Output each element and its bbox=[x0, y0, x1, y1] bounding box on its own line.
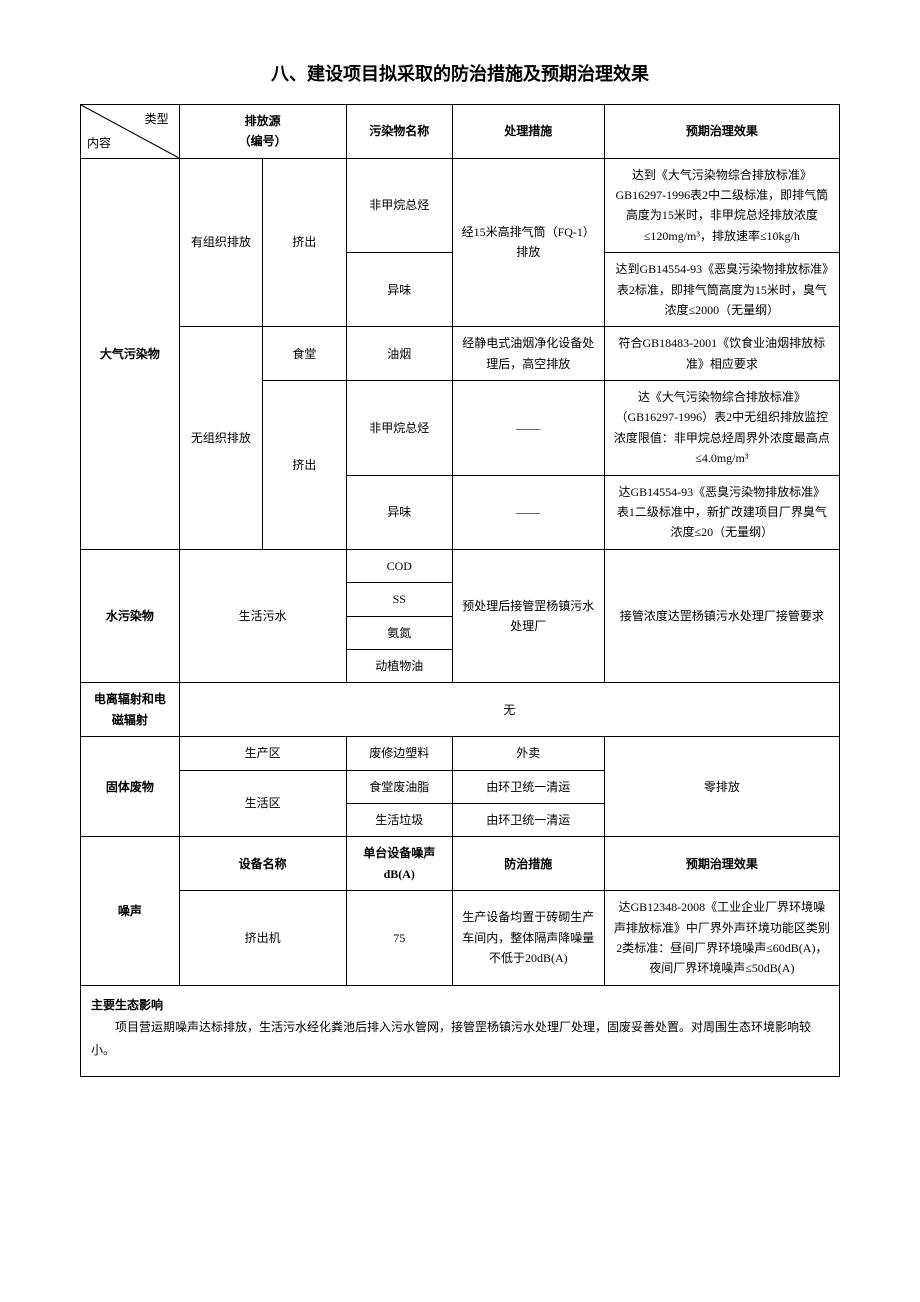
diag-top-label: 类型 bbox=[145, 109, 169, 129]
water-effect: 接管浓度达罡杨镇污水处理厂接管要求 bbox=[604, 549, 839, 683]
air-unorg-p2: 异味 bbox=[346, 475, 452, 549]
solid-s2: 生活区 bbox=[179, 770, 346, 837]
noise-device: 挤出机 bbox=[179, 891, 346, 986]
header-measure: 处理措施 bbox=[452, 104, 604, 158]
radiation-value: 无 bbox=[179, 683, 839, 737]
water-source: 生活污水 bbox=[179, 549, 346, 683]
air-unorg-e1: 达《大气污染物综合排放标准》（GB16297-1996）表2中无组织排放监控浓度… bbox=[604, 381, 839, 476]
diag-bottom-label: 内容 bbox=[87, 133, 111, 153]
diagonal-header: 类型 内容 bbox=[81, 104, 180, 158]
page-title: 八、建设项目拟采取的防治措施及预期治理效果 bbox=[80, 60, 840, 89]
solid-p3: 生活垃圾 bbox=[346, 803, 452, 836]
solid-m3: 由环卫统一清运 bbox=[452, 803, 604, 836]
noise-measure: 生产设备均置于砖砌生产车间内，整体隔声降噪量不低于20dB(A) bbox=[452, 891, 604, 986]
solid-label: 固体废物 bbox=[81, 737, 180, 837]
header-row: 类型 内容 排放源（编号） 污染物名称 处理措施 预期治理效果 bbox=[81, 104, 840, 158]
air-unorg-p1: 非甲烷总烃 bbox=[346, 381, 452, 476]
header-effect: 预期治理效果 bbox=[604, 104, 839, 158]
water-measure: 预处理后接管罡杨镇污水处理厂 bbox=[452, 549, 604, 683]
footer-title: 主要生态影响 bbox=[91, 994, 829, 1017]
solid-row-1: 固体废物 生产区 废修边塑料 外卖 零排放 bbox=[81, 737, 840, 770]
solid-p1: 废修边塑料 bbox=[346, 737, 452, 770]
noise-header-row: 噪声 设备名称 单台设备噪声dB(A) 防治措施 预期治理效果 bbox=[81, 837, 840, 891]
solid-m1: 外卖 bbox=[452, 737, 604, 770]
water-p2: SS bbox=[346, 583, 452, 616]
noise-data-row: 挤出机 75 生产设备均置于砖砌生产车间内，整体隔声降噪量不低于20dB(A) … bbox=[81, 891, 840, 986]
air-canteen-m: 经静电式油烟净化设备处理后，高空排放 bbox=[452, 327, 604, 381]
water-p3: 氨氮 bbox=[346, 616, 452, 649]
air-org-measure: 经15米高排气筒（FQ-1）排放 bbox=[452, 158, 604, 327]
air-canteen-label: 食堂 bbox=[263, 327, 346, 381]
water-p1: COD bbox=[346, 549, 452, 582]
radiation-row: 电离辐射和电磁辐射 无 bbox=[81, 683, 840, 737]
water-p4: 动植物油 bbox=[346, 650, 452, 683]
air-org-e1: 达到《大气污染物综合排放标准》GB16297-1996表2中二级标准，即排气筒高… bbox=[604, 158, 839, 253]
air-org-sub: 挤出 bbox=[263, 158, 346, 327]
air-row-canteen: 无组织排放 食堂 油烟 经静电式油烟净化设备处理后，高空排放 符合GB18483… bbox=[81, 327, 840, 381]
footer-text: 项目营运期噪声达标排放，生活污水经化粪池后排入污水管网，接管罡杨镇污水处理厂处理… bbox=[91, 1016, 829, 1062]
solid-p2: 食堂废油脂 bbox=[346, 770, 452, 803]
air-row-1: 大气污染物 有组织排放 挤出 非甲烷总烃 经15米高排气筒（FQ-1）排放 达到… bbox=[81, 158, 840, 253]
noise-label: 噪声 bbox=[81, 837, 180, 985]
noise-h-device: 设备名称 bbox=[179, 837, 346, 891]
air-unorg-sub: 挤出 bbox=[263, 381, 346, 550]
air-org-label: 有组织排放 bbox=[179, 158, 262, 327]
noise-h-effect: 预期治理效果 bbox=[604, 837, 839, 891]
air-unorg-e2: 达GB14554-93《恶臭污染物排放标准》表1二级标准中，新扩改建项目厂界臭气… bbox=[604, 475, 839, 549]
solid-effect: 零排放 bbox=[604, 737, 839, 837]
footer-section: 主要生态影响 项目营运期噪声达标排放，生活污水经化粪池后排入污水管网，接管罡杨镇… bbox=[80, 986, 840, 1077]
noise-h-db: 单台设备噪声dB(A) bbox=[346, 837, 452, 891]
radiation-label: 电离辐射和电磁辐射 bbox=[81, 683, 180, 737]
air-unorg-m1: —— bbox=[452, 381, 604, 476]
solid-s1: 生产区 bbox=[179, 737, 346, 770]
air-org-p2: 异味 bbox=[346, 253, 452, 327]
air-canteen-e: 符合GB18483-2001《饮食业油烟排放标准》相应要求 bbox=[604, 327, 839, 381]
header-pollutant: 污染物名称 bbox=[346, 104, 452, 158]
noise-db: 75 bbox=[346, 891, 452, 986]
air-unorg-m2: —— bbox=[452, 475, 604, 549]
noise-effect: 达GB12348-2008《工业企业厂界环境噪声排放标准》中厂界外声环境功能区类… bbox=[604, 891, 839, 986]
header-source: 排放源（编号） bbox=[179, 104, 346, 158]
air-org-p1: 非甲烷总烃 bbox=[346, 158, 452, 253]
air-org-e2: 达到GB14554-93《恶臭污染物排放标准》表2标准，即排气筒高度为15米时，… bbox=[604, 253, 839, 327]
air-unorg-label: 无组织排放 bbox=[179, 327, 262, 550]
main-table: 类型 内容 排放源（编号） 污染物名称 处理措施 预期治理效果 大气污染物 有组… bbox=[80, 104, 840, 986]
air-canteen-p: 油烟 bbox=[346, 327, 452, 381]
noise-h-measure: 防治措施 bbox=[452, 837, 604, 891]
water-row-1: 水污染物 生活污水 COD 预处理后接管罡杨镇污水处理厂 接管浓度达罡杨镇污水处… bbox=[81, 549, 840, 582]
water-label: 水污染物 bbox=[81, 549, 180, 683]
air-label: 大气污染物 bbox=[81, 158, 180, 549]
solid-m2: 由环卫统一清运 bbox=[452, 770, 604, 803]
